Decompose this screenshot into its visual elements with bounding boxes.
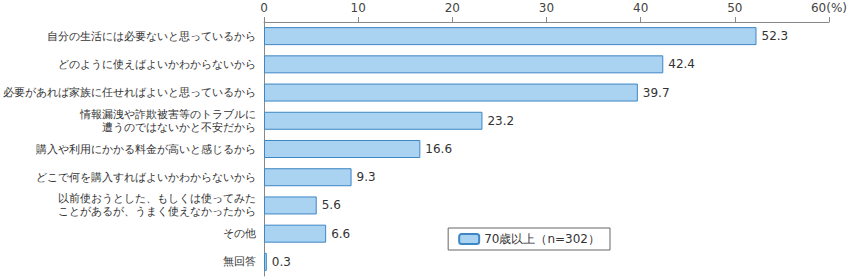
svg-text:10: 10 — [351, 1, 366, 15]
svg-text:以前使おうとした、もしくは使ってみた: 以前使おうとした、もしくは使ってみた — [58, 192, 256, 205]
svg-text:その他: その他 — [223, 227, 256, 240]
svg-text:52.3: 52.3 — [761, 29, 788, 43]
svg-text:0: 0 — [260, 1, 268, 15]
svg-text:50: 50 — [727, 1, 742, 15]
svg-text:40: 40 — [633, 1, 648, 15]
svg-text:23.2: 23.2 — [487, 114, 514, 128]
svg-text:情報漏洩や詐欺被害等のトラブルに: 情報漏洩や詐欺被害等のトラブルに — [79, 108, 256, 121]
svg-text:20: 20 — [445, 1, 460, 15]
svg-text:購入や利用にかかる料金が高いと感じるから: 購入や利用にかかる料金が高いと感じるから — [36, 143, 256, 156]
svg-text:遭うのではないかと不安だから: 遭うのではないかと不安だから — [102, 121, 256, 134]
svg-text:42.4: 42.4 — [668, 57, 695, 71]
svg-text:70歳以上（n=302）: 70歳以上（n=302） — [484, 232, 600, 246]
svg-text:どのように使えばよいかわからないから: どのように使えばよいかわからないから — [58, 58, 256, 71]
svg-text:必要があれば家族に任せればよいと思っているから: 必要があれば家族に任せればよいと思っているから — [3, 86, 256, 99]
svg-text:どこで何を購入すればよいかわからないから: どこで何を購入すればよいかわからないから — [36, 171, 256, 184]
svg-text:9.3: 9.3 — [357, 170, 376, 184]
svg-text:0.3: 0.3 — [272, 255, 291, 269]
svg-text:5.6: 5.6 — [322, 198, 341, 212]
svg-text:無回答: 無回答 — [223, 255, 256, 268]
svg-text:6.6: 6.6 — [331, 227, 350, 241]
svg-text:60(%): 60(%) — [811, 1, 847, 15]
svg-text:30: 30 — [539, 1, 554, 15]
svg-text:39.7: 39.7 — [643, 86, 670, 100]
svg-text:自分の生活には必要ないと思っているから: 自分の生活には必要ないと思っているから — [47, 30, 256, 43]
svg-text:16.6: 16.6 — [425, 142, 452, 156]
svg-text:ことがあるが、うまく使えなかったから: ことがあるが、うまく使えなかったから — [58, 205, 256, 218]
